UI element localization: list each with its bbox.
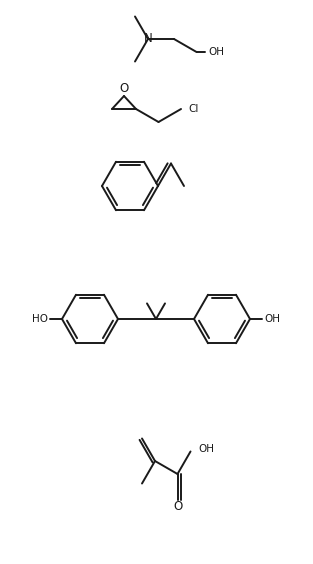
Text: OH: OH — [208, 47, 224, 57]
Text: N: N — [144, 33, 152, 46]
Text: OH: OH — [264, 314, 280, 324]
Text: O: O — [119, 82, 129, 95]
Text: Cl: Cl — [188, 104, 198, 114]
Text: OH: OH — [198, 444, 214, 455]
Text: O: O — [173, 500, 182, 513]
Text: HO: HO — [32, 314, 48, 324]
